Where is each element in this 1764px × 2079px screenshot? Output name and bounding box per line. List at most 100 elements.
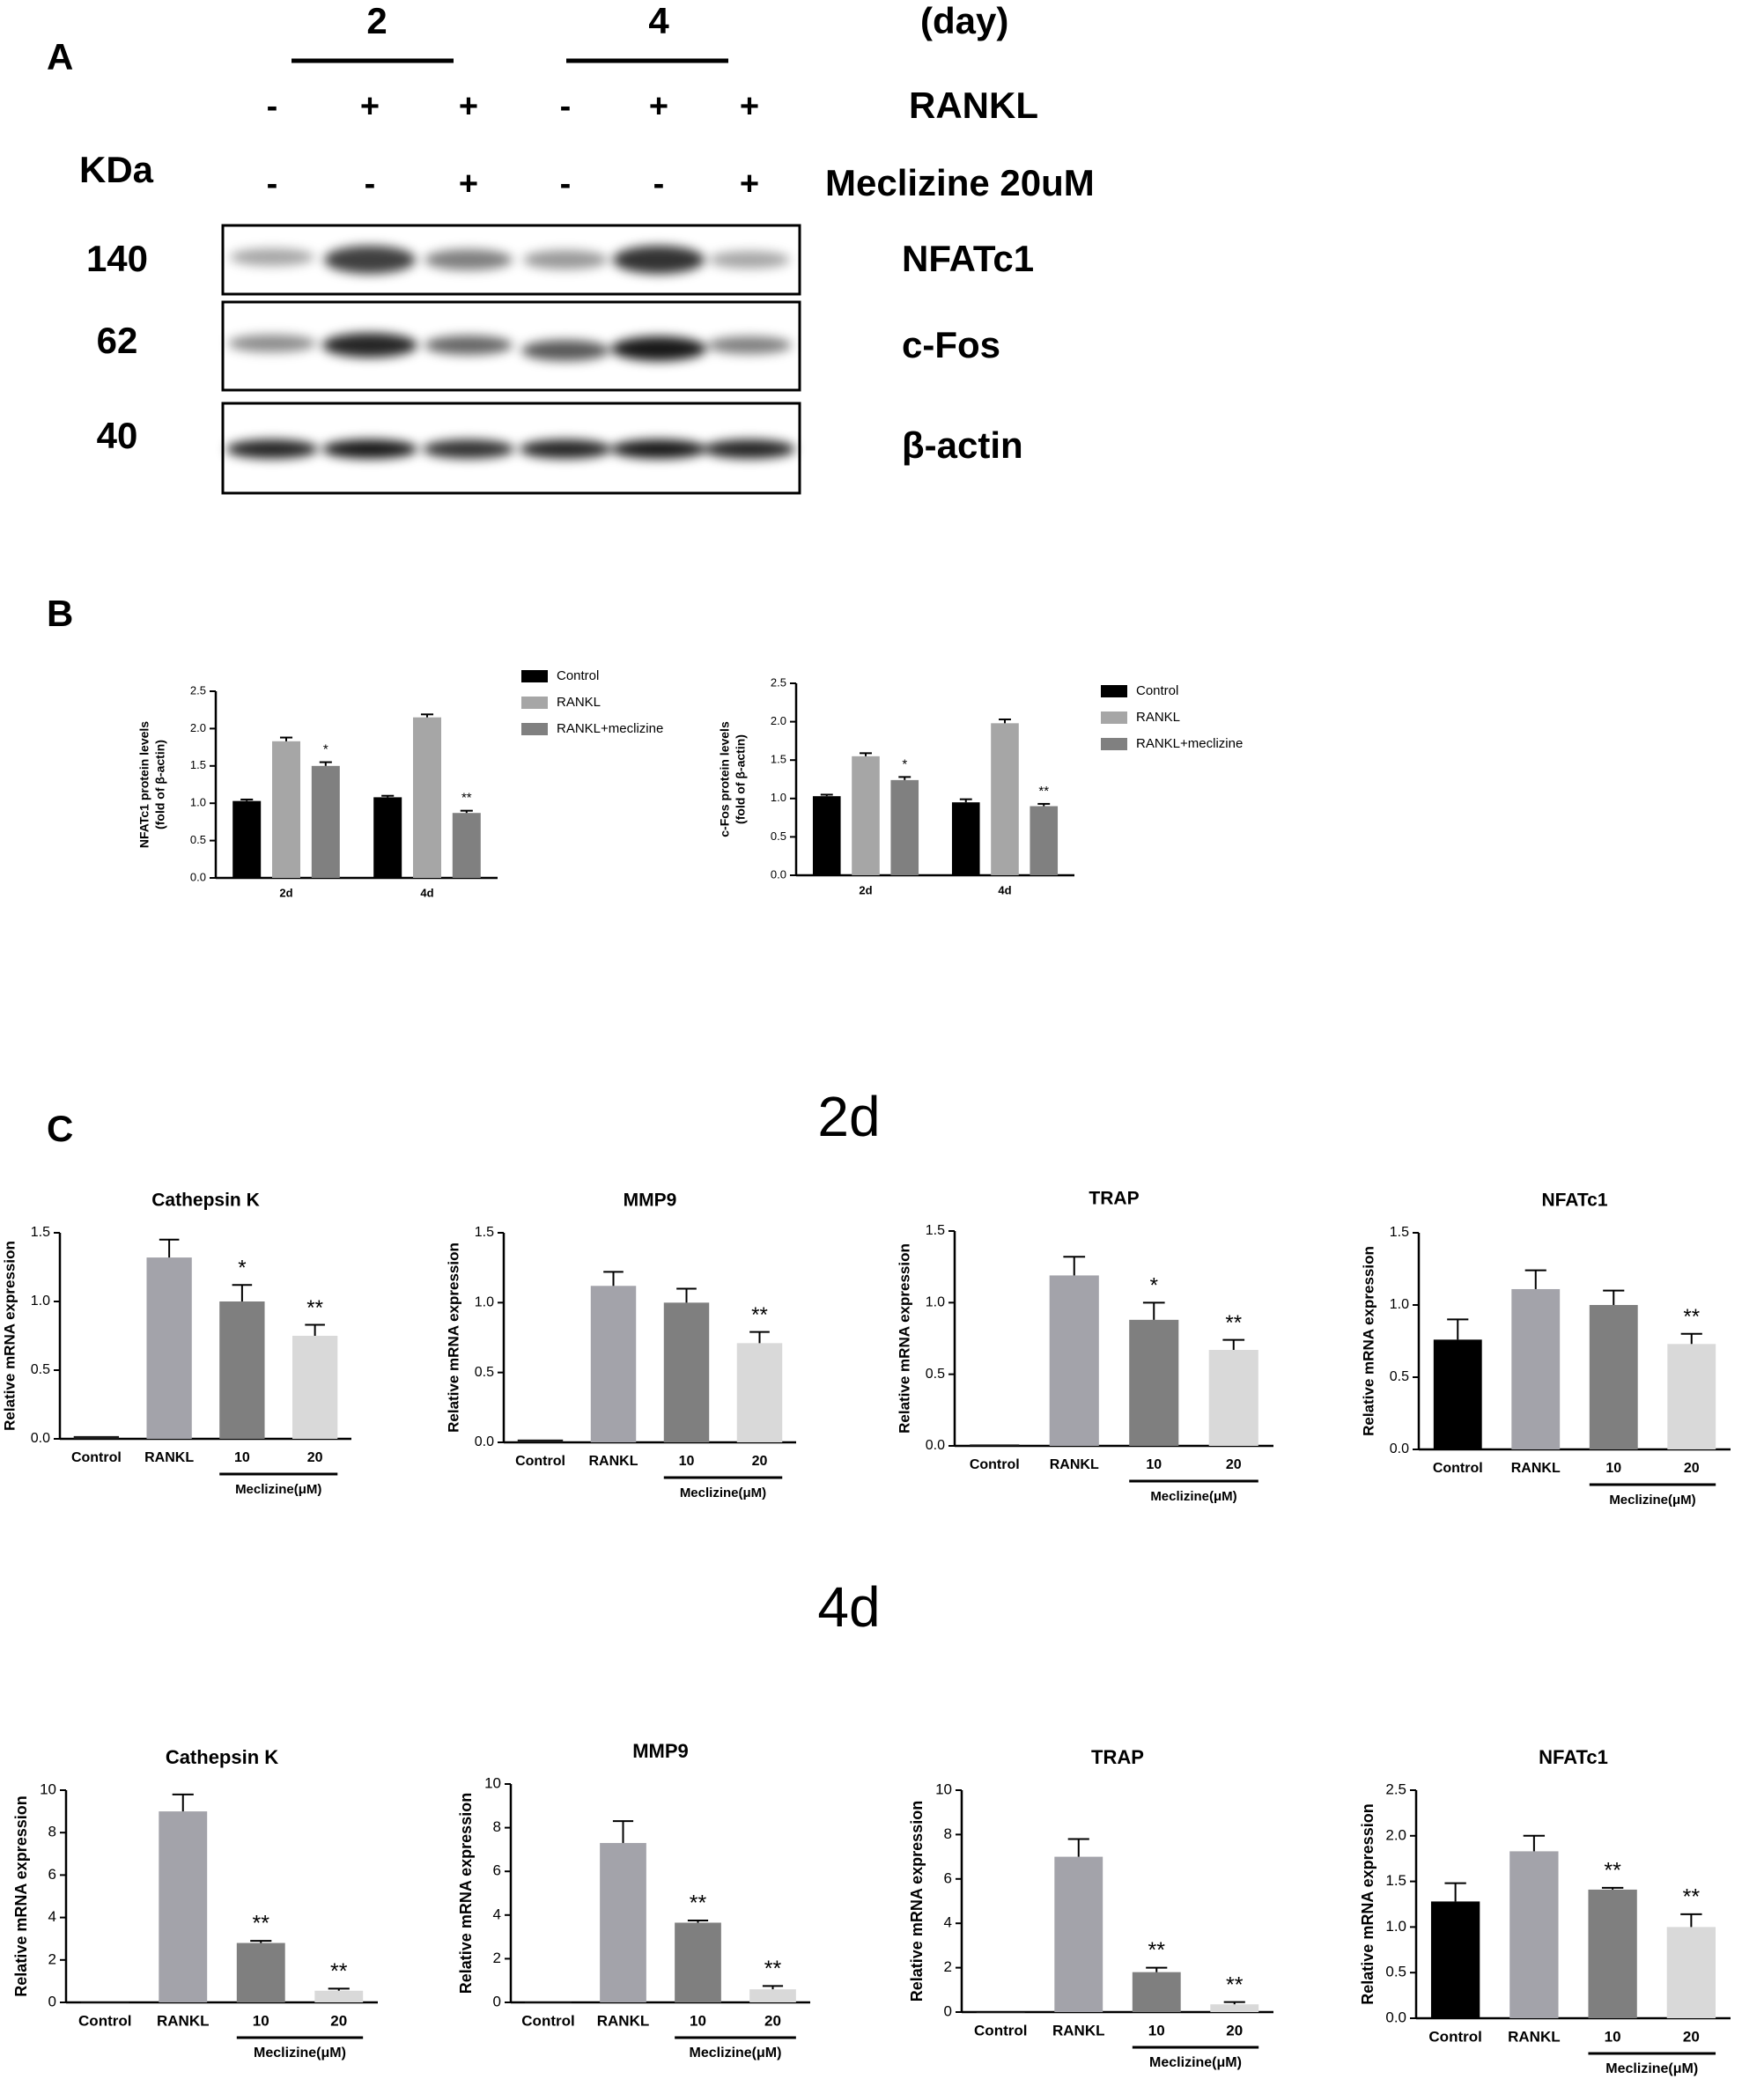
y-axis-label: c-Fos protein levels: [718, 721, 732, 837]
panel-letter: B: [47, 593, 73, 634]
bar: [314, 1990, 364, 2002]
legend-label: Control: [1136, 683, 1178, 698]
kda-value: 62: [97, 320, 138, 361]
group-label: Meclizine(μM): [1149, 2055, 1242, 2070]
bar: [812, 796, 841, 875]
y-tick-label: 1.0: [926, 1295, 945, 1310]
y-tick-label: 0.5: [31, 1362, 50, 1377]
bar: [1588, 1889, 1637, 2018]
bar: [272, 741, 300, 878]
x-tick-label: 10: [1605, 1461, 1621, 1476]
y-tick-label: 0.0: [771, 867, 786, 881]
x-tick-label: 10: [690, 2012, 706, 2029]
y-axis-label: (fold of β-actin): [153, 740, 167, 829]
legend-swatch: [1101, 685, 1127, 697]
bar: [80, 2002, 129, 2003]
significance: **: [1226, 1972, 1244, 1997]
y-tick-label: 2.5: [1385, 1780, 1406, 1797]
x-tick-label: 4d: [998, 883, 1011, 896]
y-tick-label: 1.5: [1385, 1872, 1406, 1889]
x-tick-label: 20: [764, 2012, 781, 2029]
section-heading: 2d: [817, 1085, 880, 1148]
bar: [452, 813, 481, 878]
y-tick-label: 8: [944, 1825, 952, 1842]
y-tick-label: 0.0: [1390, 1441, 1409, 1456]
meclizine-label: Meclizine 20uM: [825, 162, 1095, 203]
bar: [1667, 1344, 1716, 1449]
bar: [311, 765, 340, 878]
section-heading: 4d: [817, 1575, 880, 1639]
bar: [852, 756, 880, 875]
chart-title: Cathepsin K: [151, 1191, 260, 1211]
y-tick-label: 0.5: [475, 1365, 494, 1380]
bar: [1049, 1275, 1099, 1446]
y-tick-label: 2: [493, 1950, 501, 1966]
significance: **: [461, 791, 472, 806]
bar: [951, 802, 980, 875]
y-tick-label: 0: [944, 2002, 952, 2019]
y-tick-label: 2: [48, 1950, 56, 1967]
y-tick-label: 2.5: [771, 675, 786, 689]
x-tick-label: RANKL: [1052, 2022, 1105, 2038]
chart-title: Cathepsin K: [166, 1746, 278, 1768]
kda-value: 40: [97, 415, 138, 456]
x-tick-label: Control: [970, 1457, 1020, 1472]
day-label: 4: [648, 0, 669, 41]
x-tick-label: 10: [1605, 2028, 1621, 2045]
group-label: Meclizine(μM): [1605, 2061, 1698, 2076]
bar: [525, 2002, 572, 2003]
x-tick-label: 4d: [420, 886, 433, 899]
x-tick-label: Control: [1428, 2028, 1481, 2045]
bar: [1132, 1972, 1181, 2012]
meclizine-sign: +: [459, 166, 478, 203]
bar: [1210, 2004, 1259, 2012]
x-tick-label: 20: [1683, 2028, 1700, 2045]
x-tick-label: RANKL: [157, 2012, 210, 2029]
x-tick-label: Control: [78, 2012, 131, 2029]
x-tick-label: RANKL: [1508, 2028, 1561, 2045]
y-tick-label: 0: [493, 1993, 501, 2009]
rankl-sign: +: [649, 88, 668, 125]
bar: [1129, 1319, 1179, 1446]
y-tick-label: 0.5: [771, 829, 786, 843]
y-tick-label: 1.0: [1390, 1297, 1409, 1312]
significance: **: [1225, 1311, 1242, 1335]
bar: [413, 717, 441, 878]
group-label: Meclizine(μM): [1150, 1489, 1236, 1504]
bar: [73, 1435, 120, 1439]
x-tick-label: RANKL: [1511, 1461, 1561, 1476]
meclizine-sign: +: [740, 166, 759, 203]
kda-label: KDa: [79, 149, 154, 190]
x-tick-label: 20: [752, 1454, 768, 1469]
x-tick-label: Control: [974, 2022, 1027, 2038]
y-tick-label: 2.0: [190, 721, 206, 734]
x-tick-label: Control: [515, 1454, 565, 1469]
blot-box: [221, 300, 801, 392]
significance: **: [306, 1296, 323, 1320]
protein-name: NFATc1: [902, 238, 1034, 279]
x-tick-label: Control: [1433, 1461, 1483, 1476]
bar: [590, 1286, 637, 1442]
y-tick-label: 1.0: [771, 791, 786, 804]
x-tick-label: RANKL: [589, 1454, 638, 1469]
y-tick-label: 6: [493, 1862, 501, 1879]
y-tick-label: 4: [493, 1906, 501, 1922]
y-tick-label: 0.0: [1385, 2009, 1406, 2025]
panel-letter: A: [47, 36, 73, 77]
legend-swatch: [1101, 738, 1127, 750]
bar: [1054, 1856, 1103, 2012]
bar: [1666, 1927, 1716, 2018]
x-tick-label: 10: [253, 2012, 269, 2029]
bar: [675, 1922, 721, 2002]
x-tick-label: 20: [330, 2012, 347, 2029]
bar: [232, 800, 262, 878]
y-tick-label: 0.0: [190, 870, 206, 883]
significance: **: [330, 1959, 348, 1984]
bar: [976, 2012, 1025, 2013]
x-tick-label: 2d: [279, 886, 292, 899]
day-label: 2: [366, 0, 387, 41]
y-axis-label: (fold of β-actin): [734, 734, 748, 824]
y-tick-label: 2.5: [190, 683, 206, 697]
y-tick-label: 0.5: [926, 1367, 945, 1382]
legend-label: RANKL: [557, 695, 601, 710]
